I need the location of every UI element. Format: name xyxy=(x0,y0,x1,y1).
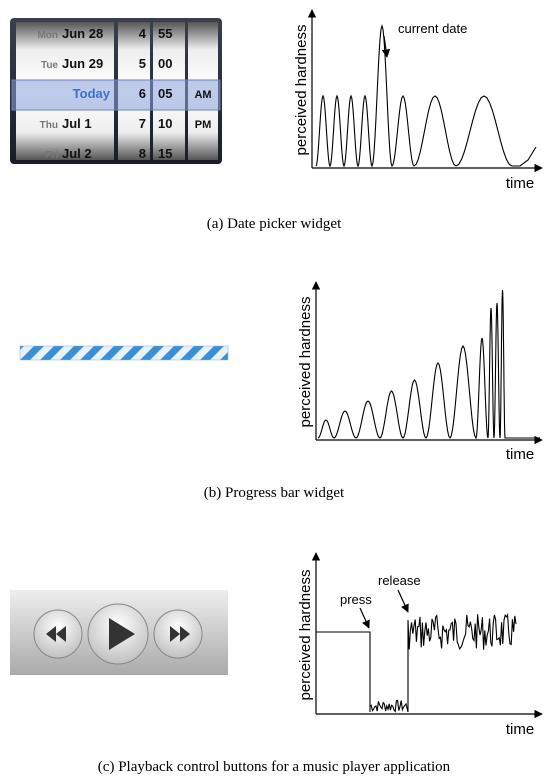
annotation: press xyxy=(340,592,372,607)
curves xyxy=(315,24,540,713)
playback-buttons xyxy=(10,590,228,675)
axes xyxy=(307,9,543,719)
date: Jul 2 xyxy=(62,146,92,161)
date: Jun 29 xyxy=(62,56,103,71)
meridiem: AM xyxy=(194,89,211,101)
hour: 8 xyxy=(139,146,146,161)
weekday: Fri xyxy=(45,150,58,161)
x-label: time xyxy=(506,446,534,463)
caption: (b) Progress bar widget xyxy=(204,485,345,501)
y-label: perceived hardness xyxy=(293,25,310,156)
curve xyxy=(315,24,537,168)
hour: 7 xyxy=(139,116,146,131)
curve xyxy=(317,289,540,440)
date: Today xyxy=(73,86,111,101)
minute: 55 xyxy=(158,26,172,41)
y-label: perceived hardness xyxy=(297,570,314,701)
y-label: perceived hardness xyxy=(297,297,314,428)
hour: 5 xyxy=(139,56,146,71)
minute: 10 xyxy=(158,116,172,131)
caption: (c) Playback control buttons for a music… xyxy=(98,759,451,775)
minute: 05 xyxy=(158,86,172,101)
curve xyxy=(316,612,517,713)
weekday: Tue xyxy=(41,60,58,71)
progress-bar xyxy=(19,345,229,361)
annotation: release xyxy=(378,573,421,588)
hour: 4 xyxy=(139,26,147,41)
date-picker-text: Mon Jun 28 4 55 Tue Jun 29 5 00 Today 6 05 AM Thu Jul… xyxy=(37,26,211,161)
date-picker xyxy=(10,18,222,164)
meridiem: PM xyxy=(195,119,212,131)
date: Jun 28 xyxy=(62,26,103,41)
weekday: Mon xyxy=(37,30,58,41)
x-label: time xyxy=(506,721,534,738)
caption: (a) Date picker widget xyxy=(207,216,342,232)
minute: 00 xyxy=(158,56,172,71)
weekday: Thu xyxy=(40,120,58,131)
annotation: current date xyxy=(398,21,467,36)
hour: 6 xyxy=(139,86,146,101)
minute: 15 xyxy=(158,146,172,161)
date: Jul 1 xyxy=(62,116,92,131)
x-label: time xyxy=(506,175,534,192)
